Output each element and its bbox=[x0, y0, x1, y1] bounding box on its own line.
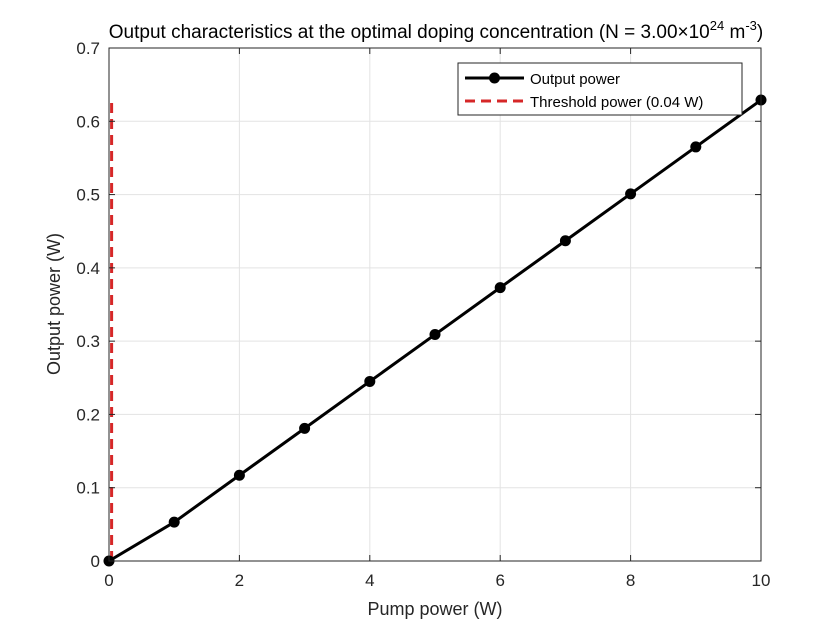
y-tick-label: 0.7 bbox=[76, 39, 100, 58]
ticks: 0 2 4 6 8 10 0 0.1 0.2 0.3 0.4 0.5 0.6 0.7 bbox=[76, 39, 770, 590]
output-power-point bbox=[625, 188, 637, 200]
x-axis-label: Pump power (W) bbox=[367, 599, 502, 619]
output-power-point bbox=[429, 329, 441, 341]
legend-marker-output-power bbox=[489, 72, 500, 84]
series-layer bbox=[103, 94, 767, 567]
y-tick-label: 0 bbox=[91, 552, 100, 571]
legend: Output power Threshold power (0.04 W) bbox=[457, 62, 743, 116]
x-tick-label: 8 bbox=[626, 571, 635, 590]
output-power-point bbox=[168, 516, 180, 528]
output-power-point bbox=[494, 282, 506, 294]
y-axis-label: Output power (W) bbox=[44, 233, 64, 375]
y-tick-label: 0.6 bbox=[76, 112, 100, 131]
output-power-point bbox=[299, 422, 311, 434]
x-tick-label: 2 bbox=[235, 571, 244, 590]
y-tick-label: 0.1 bbox=[76, 479, 100, 498]
output-power-point bbox=[364, 375, 376, 387]
y-tick-label: 0.2 bbox=[76, 405, 100, 424]
plot-frame bbox=[108, 47, 762, 562]
output-power-point bbox=[559, 235, 571, 247]
output-power-point bbox=[233, 469, 245, 481]
plot-area bbox=[109, 48, 761, 561]
y-tick-label: 0.5 bbox=[76, 186, 100, 205]
legend-box bbox=[457, 62, 743, 116]
legend-label-output-power: Output power bbox=[530, 71, 620, 88]
legend-label-threshold: Threshold power (0.04 W) bbox=[530, 94, 703, 111]
x-tick-label: 0 bbox=[104, 571, 113, 590]
output-power-point bbox=[690, 141, 702, 153]
chart-title: Output characteristics at the optimal do… bbox=[109, 18, 763, 43]
y-tick-label: 0.3 bbox=[76, 332, 100, 351]
x-tick-label: 4 bbox=[365, 571, 374, 590]
x-tick-label: 10 bbox=[752, 571, 771, 590]
y-tick-label: 0.4 bbox=[76, 259, 100, 278]
x-tick-label: 6 bbox=[495, 571, 504, 590]
